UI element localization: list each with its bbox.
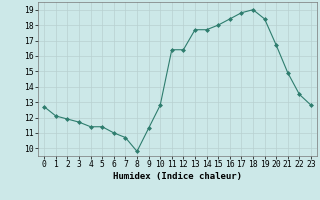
- X-axis label: Humidex (Indice chaleur): Humidex (Indice chaleur): [113, 172, 242, 181]
